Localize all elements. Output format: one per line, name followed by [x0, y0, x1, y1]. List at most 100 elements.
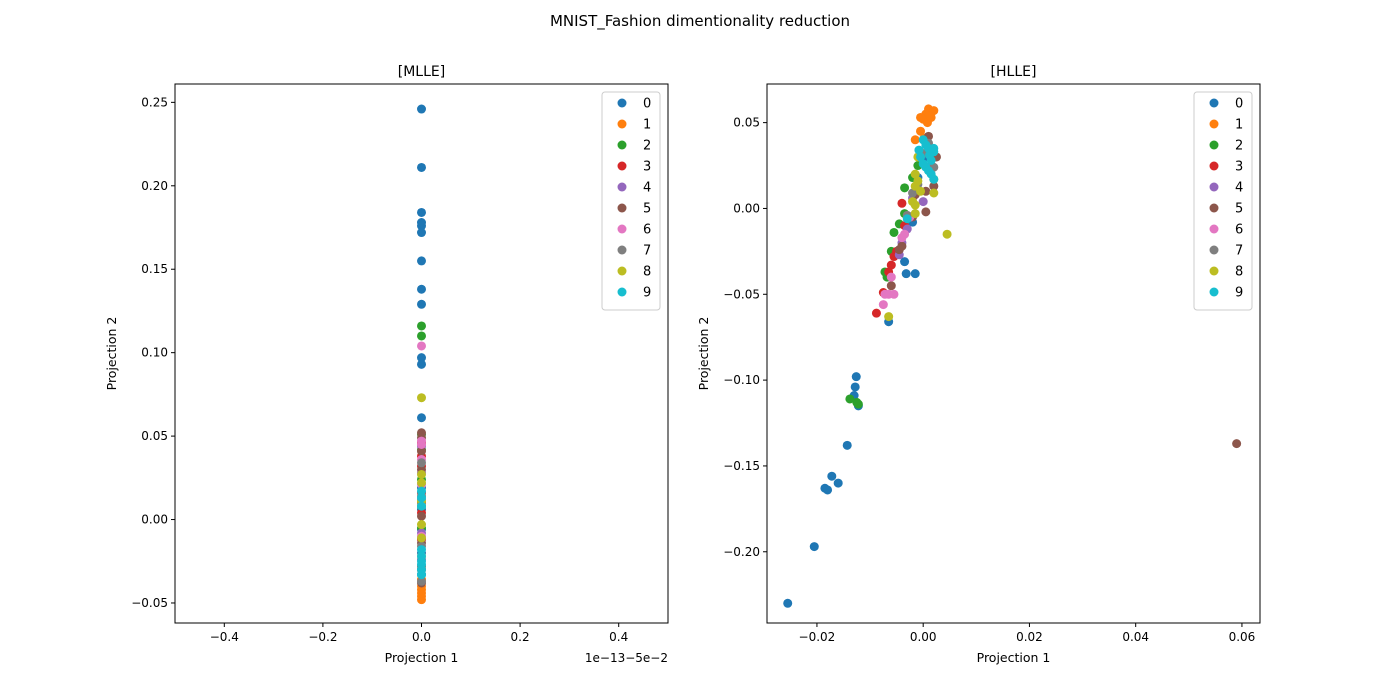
- scatter-point-class-5: [897, 241, 907, 251]
- scatter-point-class-5: [1232, 439, 1242, 449]
- scatter-point-class-8: [417, 533, 426, 543]
- scatter-point-class-0: [417, 299, 426, 309]
- scatter-point-class-1: [916, 126, 926, 136]
- subplot-2: [HLLE] −0.02 0.00 0.02 0.04 0.06 −0.20 −0.15 −0.…: [696, 64, 1261, 665]
- legend-label: 1: [643, 118, 651, 133]
- scatter-point-class-9: [918, 159, 928, 169]
- scatter-point-class-8: [913, 176, 923, 186]
- legend-label: 3: [1235, 160, 1243, 175]
- legend-marker-class-3: [617, 161, 627, 171]
- scatter-point-class-6: [886, 272, 896, 282]
- scatter-point-class-0: [417, 256, 426, 266]
- y-tick-label: −0.15: [723, 459, 760, 473]
- scatter-points: [783, 104, 1242, 608]
- y-tick-label: 0.00: [733, 201, 760, 215]
- scatter-point-class-5: [929, 181, 939, 191]
- scatter-point-class-5: [886, 281, 896, 291]
- scatter-point-class-2: [417, 331, 426, 341]
- scatter-point-class-3: [886, 260, 896, 270]
- scatter-point-class-0: [901, 269, 911, 279]
- scatter-point-class-0: [417, 228, 426, 238]
- scatter-point-class-4: [918, 197, 928, 207]
- scatter-point-class-2: [889, 227, 899, 237]
- scatter-point-class-0: [910, 269, 920, 279]
- legend-marker-class-1: [617, 119, 627, 129]
- legend: 0 1 2 3 4 5 6 7 8 9: [1193, 91, 1253, 311]
- legend-box: [1193, 91, 1253, 311]
- legend-marker-class-1: [1209, 119, 1219, 129]
- legend-label: 4: [643, 181, 651, 196]
- y-tick-label: 0.20: [141, 179, 168, 193]
- legend-marker-class-7: [617, 245, 627, 255]
- x-tick-label: 0.4: [609, 630, 628, 644]
- legend-label: 9: [643, 286, 651, 301]
- scatter-point-class-9: [929, 174, 939, 184]
- y-tick-label: 0.10: [141, 346, 168, 360]
- legend-marker-class-9: [1209, 287, 1219, 297]
- legend-marker-class-0: [1209, 98, 1219, 108]
- y-tick-label: 0.05: [733, 116, 760, 130]
- scatter-point-class-8: [910, 169, 920, 179]
- legend-label: 6: [643, 223, 651, 238]
- y-tick-label: 0.00: [141, 513, 168, 527]
- scatter-point-class-6: [417, 439, 426, 449]
- scatter-point-class-0: [851, 372, 861, 382]
- x-offset-text: 1e−13−5e−2: [585, 651, 668, 665]
- subplot-title: [MLLE]: [398, 64, 445, 80]
- legend-label: 5: [1235, 202, 1243, 217]
- y-tick-label: −0.20: [723, 545, 760, 559]
- legend-label: 9: [1235, 286, 1243, 301]
- scatter-point-class-8: [942, 229, 952, 239]
- x-axis-label: Projection 1: [977, 650, 1051, 665]
- scatter-point-class-9: [417, 493, 426, 503]
- legend-marker-class-8: [617, 266, 627, 276]
- scatter-point-class-9: [417, 486, 426, 496]
- y-axis-label: Projection 2: [696, 317, 711, 391]
- scatter-point-class-9: [929, 143, 939, 153]
- figure-suptitle: MNIST_Fashion dimentionality reduction: [550, 12, 850, 31]
- scatter-point-class-6: [900, 229, 910, 239]
- legend-marker-class-6: [1209, 224, 1219, 234]
- scatter-point-class-6: [878, 300, 888, 310]
- scatter-point-class-0: [783, 598, 793, 608]
- legend-box: [601, 91, 661, 311]
- scatter-point-class-9: [925, 150, 935, 160]
- legend-marker-class-0: [617, 98, 627, 108]
- legend-marker-class-3: [1209, 161, 1219, 171]
- x-tick-label: 0.02: [1016, 630, 1043, 644]
- x-axis-label: Projection 1: [385, 650, 459, 665]
- scatter-point-class-2: [853, 399, 863, 409]
- legend-label: 5: [643, 202, 651, 217]
- legend-label: 0: [643, 97, 651, 112]
- scatter-point-class-0: [842, 440, 852, 450]
- scatter-points: [417, 104, 426, 605]
- scatter-point-class-0: [417, 162, 426, 172]
- y-tick-label: 0.25: [141, 95, 168, 109]
- legend-label: 7: [643, 244, 651, 259]
- legend-marker-class-7: [1209, 245, 1219, 255]
- x-tick-label: −0.2: [308, 630, 337, 644]
- x-tick-label: 0.00: [910, 630, 937, 644]
- scatter-point-class-6: [417, 341, 426, 351]
- axes-frame: [766, 83, 1261, 624]
- legend-label: 2: [1235, 139, 1243, 154]
- scatter-point-class-0: [417, 413, 426, 423]
- scatter-point-class-2: [417, 321, 426, 331]
- legend-label: 7: [1235, 244, 1243, 259]
- scatter-point-class-7: [417, 458, 426, 468]
- scatter-point-class-1: [916, 112, 926, 122]
- x-tick-label: 0.06: [1229, 630, 1256, 644]
- scatter-point-class-5: [417, 511, 426, 521]
- x-tick-label: 0.2: [511, 630, 530, 644]
- legend-label: 1: [1235, 118, 1243, 133]
- scatter-point-class-9: [417, 545, 426, 555]
- legend-marker-class-5: [617, 203, 627, 213]
- scatter-point-class-3: [897, 198, 907, 208]
- scatter-point-class-0: [809, 542, 819, 552]
- scatter-point-class-3: [871, 308, 881, 318]
- scatter-point-class-8: [916, 186, 926, 196]
- scatter-point-class-9: [417, 501, 426, 511]
- scatter-point-class-1: [926, 112, 936, 122]
- legend-label: 3: [643, 160, 651, 175]
